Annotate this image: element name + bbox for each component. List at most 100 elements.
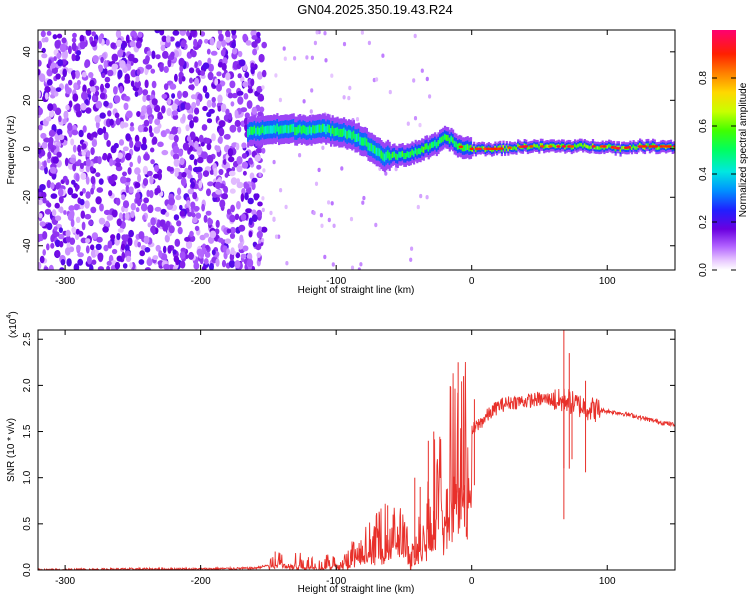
noise-dot <box>94 90 100 97</box>
noise-dot <box>106 265 111 270</box>
noise-dot <box>162 245 167 254</box>
noise-dot <box>384 171 388 176</box>
y-tick-label: 1.5 <box>22 424 33 438</box>
noise-dot <box>142 89 149 96</box>
ridge-core <box>635 146 638 150</box>
noise-dot <box>203 214 208 223</box>
ridge-core <box>658 146 661 150</box>
noise-dot <box>74 70 81 79</box>
noise-dot <box>55 182 60 190</box>
ridge-core <box>258 127 261 136</box>
ridge-core <box>609 144 612 148</box>
noise-dot <box>56 33 63 39</box>
ridge-core <box>450 135 453 142</box>
ridge-core <box>554 145 557 149</box>
noise-dot <box>224 172 229 178</box>
noise-dot <box>50 62 57 69</box>
ridge-core <box>411 149 414 156</box>
noise-dot <box>117 49 124 58</box>
noise-dot <box>196 146 203 153</box>
noise-dot <box>342 95 346 100</box>
snr-panel: -300 -200 -100 0 100 0.0 0.5 1.0 1.5 2.0 2.5 Heigh… <box>6 311 676 595</box>
noise-dot <box>225 108 230 116</box>
noise-dot <box>152 136 158 145</box>
noise-dot <box>229 188 236 194</box>
noise-dot <box>226 208 232 215</box>
noise-dot <box>71 193 78 199</box>
noise-dot <box>240 107 248 113</box>
noise-dot <box>283 56 287 61</box>
noise-dot <box>117 152 124 159</box>
noise-dot <box>38 69 41 76</box>
noise-dot <box>38 59 42 67</box>
noise-dot <box>153 126 161 134</box>
noise-dot <box>201 124 208 131</box>
noise-dot <box>321 145 325 150</box>
noise-dot <box>122 213 126 222</box>
noise-dot <box>90 187 94 195</box>
ridge-core <box>393 151 396 158</box>
ridge-core <box>546 144 549 148</box>
noise-dot <box>218 120 226 128</box>
noise-dot <box>142 58 150 65</box>
x-tick-label: 100 <box>599 576 616 587</box>
noise-dot <box>129 161 133 168</box>
noise-dot <box>43 160 47 169</box>
noise-dot <box>65 87 72 95</box>
ridge-peak <box>469 147 474 151</box>
noise-dot <box>58 134 65 141</box>
noise-dot <box>115 197 121 206</box>
noise-dot <box>357 267 361 270</box>
ridge-core <box>354 133 357 142</box>
ridge-core <box>362 137 365 146</box>
noise-dot <box>86 255 92 265</box>
ridge-core <box>652 143 655 147</box>
noise-dot <box>116 218 122 227</box>
noise-dot <box>58 115 62 123</box>
noise-dot <box>229 124 237 133</box>
noise-dot <box>125 185 130 193</box>
noise-dot <box>177 226 183 235</box>
noise-dot <box>319 213 323 218</box>
noise-dot <box>130 210 135 218</box>
noise-dot <box>179 204 183 211</box>
ridge-core <box>468 145 471 152</box>
ridge-core <box>443 133 447 140</box>
ridge-core <box>544 144 547 149</box>
noise-dot <box>128 229 135 238</box>
noise-dot <box>211 133 216 142</box>
noise-dot <box>342 41 347 47</box>
noise-dot <box>240 253 247 259</box>
noise-dot <box>150 147 155 153</box>
noise-dot <box>147 170 153 177</box>
ridge-peak <box>672 145 675 148</box>
noise-dot <box>146 50 152 56</box>
noise-dot <box>85 176 90 185</box>
ridge-core <box>307 126 310 135</box>
ridge-core <box>504 148 507 152</box>
noise-dot <box>84 200 90 209</box>
noise-dot <box>228 156 235 163</box>
noise-dot <box>120 176 127 184</box>
noise-dot <box>81 91 88 101</box>
noise-dot <box>82 125 87 133</box>
noise-dot <box>45 116 52 122</box>
ridge-core <box>426 143 429 150</box>
noise-dot <box>331 262 335 267</box>
ridge-core <box>292 123 295 132</box>
noise-dot <box>182 90 189 98</box>
noise-dot <box>122 146 129 152</box>
noise-dot <box>257 226 262 232</box>
noise-dot <box>188 84 195 90</box>
noise-dot <box>204 38 209 44</box>
noise-dot <box>209 230 217 239</box>
ridge-peak <box>540 145 545 148</box>
x-tick-label: -200 <box>191 576 211 587</box>
noise-dot <box>88 72 94 78</box>
y-tick-label: -40 <box>22 238 33 253</box>
ridge-core <box>551 143 554 147</box>
noise-dot <box>258 239 262 244</box>
noise-dot <box>167 167 174 172</box>
noise-dot <box>246 100 253 109</box>
ridge-core <box>552 143 555 148</box>
